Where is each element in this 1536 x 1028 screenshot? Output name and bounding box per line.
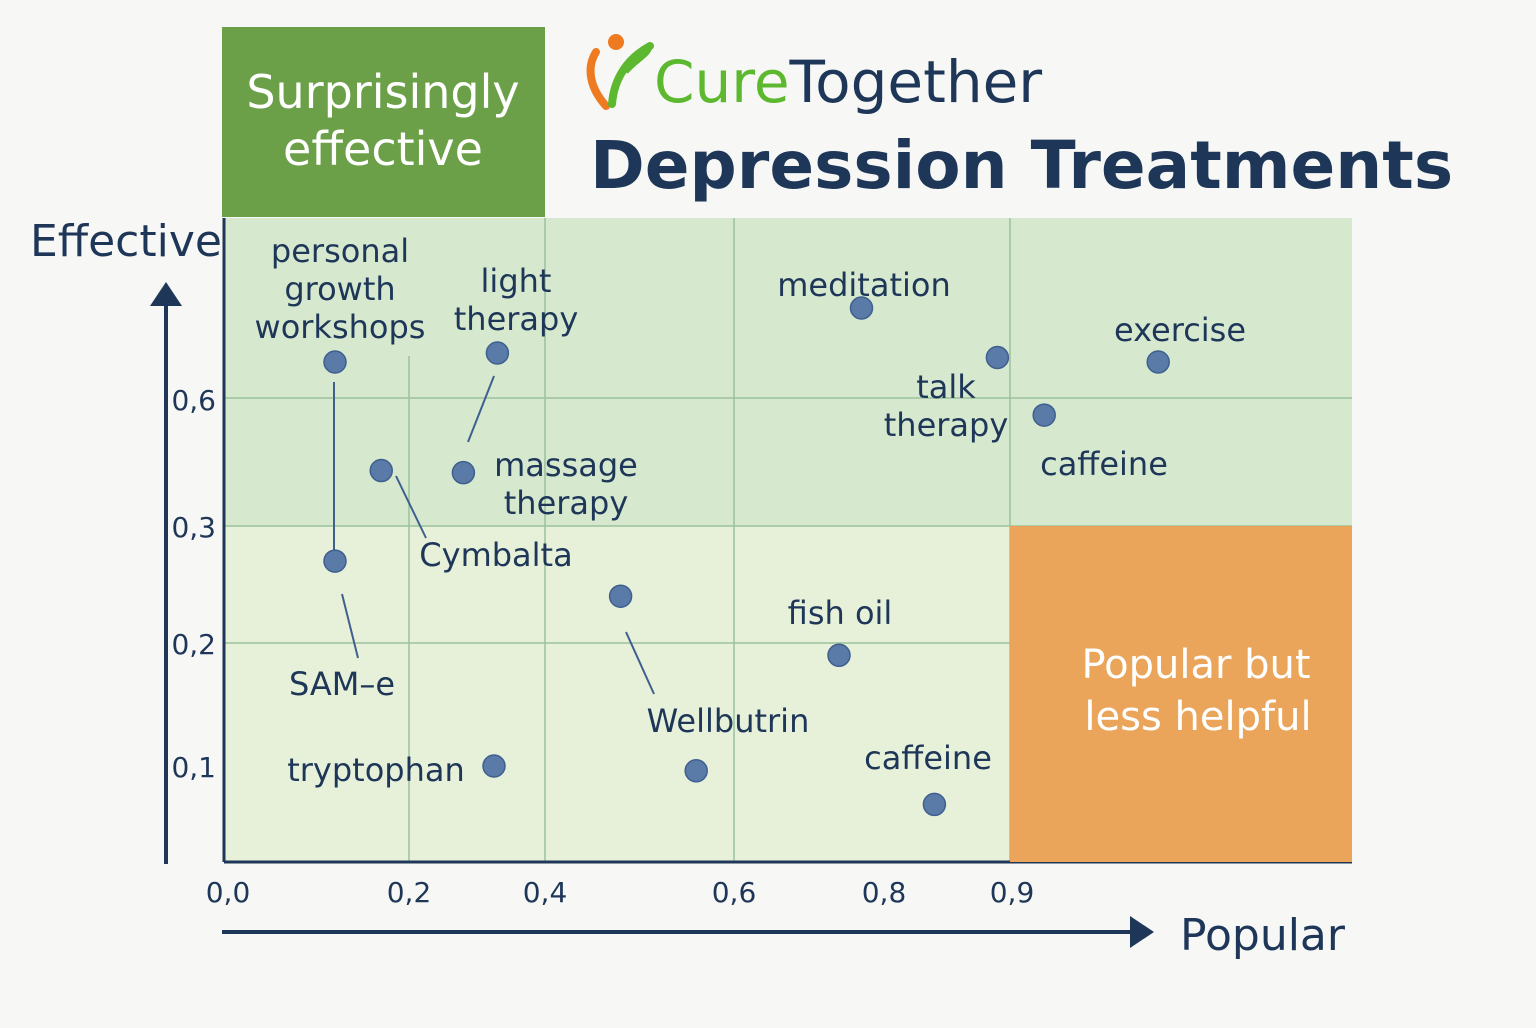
point-label: light: [481, 262, 552, 300]
x-tick-label: 0,9: [990, 876, 1035, 909]
tick-labels: 0,0 0,2 0,4 0,6 0,8 0,9 0,6 0,3 0,2 0,1: [171, 384, 1034, 909]
y-axis-label: Effective: [30, 216, 222, 267]
data-point: [482, 754, 506, 778]
surprisingly-effective-label-line1: Surprisingly: [246, 65, 519, 119]
data-point: [827, 643, 851, 668]
data-point: [369, 458, 393, 483]
point-label: Wellbutrin: [647, 702, 810, 740]
point-label: SAM–e: [289, 665, 395, 703]
point-label: exercise: [1114, 311, 1246, 349]
popular-less-helpful-label-line2: less helpful: [1084, 694, 1311, 740]
y-tick-label: 0,2: [171, 628, 216, 661]
point-label: meditation: [777, 266, 951, 304]
leader-line: [625, 631, 655, 695]
x-tick-label: 0,6: [712, 876, 757, 909]
data-point: [849, 296, 874, 320]
x-tick-label: 0,8: [862, 876, 907, 909]
point-label: fish oil: [788, 594, 893, 632]
data-point: [985, 345, 1010, 370]
leader-line: [467, 375, 495, 443]
x-tick-label: 0,2: [387, 876, 432, 909]
data-point: [608, 584, 633, 608]
person-leaf-logo-icon: [586, 34, 654, 110]
point-label: therapy: [884, 406, 1009, 444]
data-point: [451, 460, 476, 485]
brand-name: CureTogether: [654, 48, 1042, 116]
x-tick-label: 0,4: [523, 876, 568, 909]
point-label: growth: [284, 270, 395, 308]
y-axis-arrow: [150, 282, 182, 864]
point-label: talk: [916, 368, 976, 406]
point-labels: personalgrowthworkshopslighttherapymedit…: [255, 232, 1247, 789]
data-point: [1032, 403, 1056, 427]
y-tick-label: 0,6: [171, 384, 216, 417]
data-point: [1146, 350, 1170, 374]
point-label: caffeine: [864, 739, 992, 777]
data-point: [684, 759, 708, 783]
surprisingly-effective-label-line2: effective: [283, 122, 483, 176]
data-point: [922, 792, 947, 817]
y-tick-label: 0,1: [171, 751, 216, 784]
data-point: [323, 350, 347, 374]
point-label: workshops: [255, 308, 426, 346]
point-label: personal: [271, 232, 409, 270]
x-axis-label: Popular: [1180, 910, 1346, 961]
data-point: [485, 341, 510, 365]
chart-title: Depression Treatments: [590, 127, 1453, 204]
leader-lines: [333, 375, 655, 695]
brand-name-cure: Cure: [654, 48, 790, 116]
popular-less-helpful-box: [1010, 526, 1352, 862]
point-label: massage: [494, 446, 638, 484]
popular-less-helpful-label-line1: Popular but: [1081, 642, 1310, 688]
point-label: tryptophan: [287, 751, 465, 789]
point-label: therapy: [454, 300, 579, 338]
surprisingly-effective-box: [222, 27, 545, 217]
y-tick-label: 0,3: [171, 511, 216, 544]
x-axis-arrow: [222, 916, 1154, 948]
point-label: caffeine: [1040, 445, 1168, 483]
data-point: [323, 549, 347, 573]
x-tick-label: 0,0: [206, 876, 251, 909]
leader-line: [395, 475, 427, 539]
point-label: therapy: [504, 484, 629, 522]
brand-name-together: Together: [789, 48, 1043, 116]
point-label: Cymbalta: [419, 536, 572, 574]
leader-line: [341, 593, 359, 659]
data-points: [323, 296, 1170, 817]
